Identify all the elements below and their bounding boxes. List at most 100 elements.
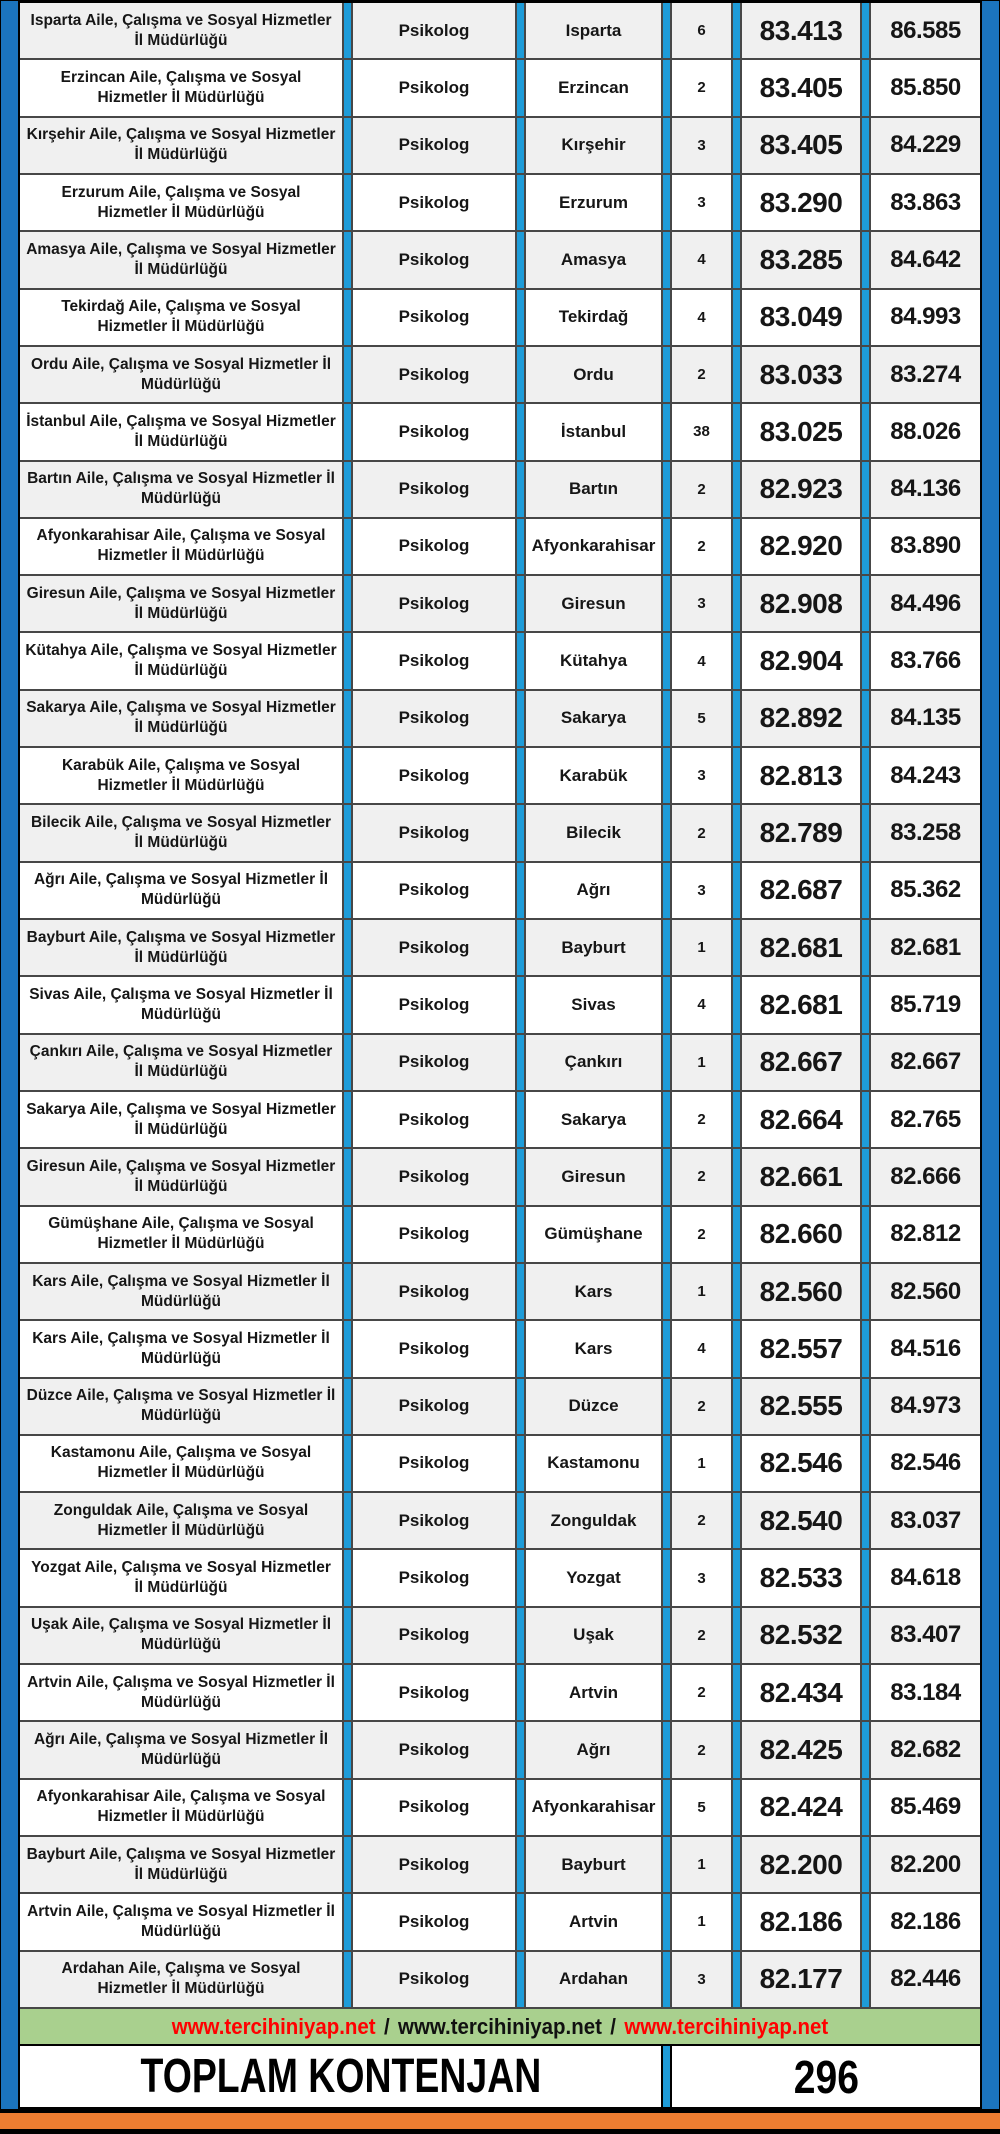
total-quota-value: 296 [793, 2050, 859, 2103]
table-row: Ordu Aile, Çalışma ve Sosyal Hizmetler İ… [20, 346, 980, 405]
min-score-cell: 83.413 [742, 3, 860, 59]
min-score-cell: 82.434 [742, 1665, 860, 1721]
column-divider [860, 1837, 871, 1893]
column-divider [515, 1493, 526, 1549]
column-divider [342, 862, 353, 918]
institution-cell: Sakarya Aile, Çalışma ve Sosyal Hizmetle… [20, 1091, 342, 1148]
institution-cell: Sakarya Aile, Çalışma ve Sosyal Hizmetle… [20, 690, 342, 747]
column-divider [342, 1493, 353, 1549]
min-score-cell: 82.200 [742, 1837, 860, 1893]
quota-cell: 5 [672, 1779, 731, 1835]
institution-cell: Ağrı Aile, Çalışma ve Sosyal Hizmetler İ… [20, 1722, 342, 1778]
quota-cell: 3 [672, 174, 731, 231]
max-score-cell: 85.469 [871, 1779, 980, 1835]
position-cell: Psikolog [353, 3, 515, 59]
province-cell: Tekirdağ [526, 289, 661, 345]
max-score-cell: 83.037 [871, 1493, 980, 1549]
institution-cell: Amasya Aile, Çalışma ve Sosyal Hizmetler… [20, 232, 342, 288]
province-cell: Düzce [526, 1378, 661, 1434]
max-score-cell: 83.258 [871, 805, 980, 861]
quota-cell: 4 [672, 289, 731, 345]
position-cell: Psikolog [353, 174, 515, 231]
province-cell: Karabük [526, 748, 661, 804]
province-cell: Ardahan [526, 1951, 661, 2007]
max-score-cell: 83.274 [871, 346, 980, 403]
column-divider [515, 1951, 526, 2007]
position-cell: Psikolog [353, 1149, 515, 1205]
min-score-cell: 82.555 [742, 1378, 860, 1434]
column-divider [661, 117, 672, 173]
column-divider [661, 805, 672, 861]
column-divider [661, 1951, 672, 2007]
province-cell: Kastamonu [526, 1435, 661, 1492]
position-cell: Psikolog [353, 920, 515, 976]
column-divider [860, 1263, 871, 1320]
column-divider [661, 1894, 672, 1950]
position-cell: Psikolog [353, 1607, 515, 1664]
province-cell: Sivas [526, 977, 661, 1033]
province-cell: Bartın [526, 461, 661, 517]
column-divider [342, 289, 353, 345]
quota-cell: 2 [672, 518, 731, 575]
quota-cell: 3 [672, 862, 731, 918]
column-divider [731, 576, 742, 632]
column-divider [342, 1607, 353, 1664]
position-cell: Psikolog [353, 60, 515, 116]
quota-cell: 2 [672, 1493, 731, 1549]
position-cell: Psikolog [353, 518, 515, 575]
quota-cell: 1 [672, 1435, 731, 1492]
min-score-cell: 82.557 [742, 1321, 860, 1377]
table-row: Giresun Aile, Çalışma ve Sosyal Hizmetle… [20, 1149, 980, 1207]
province-cell: Kırşehir [526, 117, 661, 173]
max-score-cell: 82.682 [871, 1722, 980, 1778]
quota-cell: 3 [672, 1951, 731, 2007]
column-divider [860, 1435, 871, 1492]
position-cell: Psikolog [353, 1034, 515, 1090]
institution-cell: Bayburt Aile, Çalışma ve Sosyal Hizmetle… [20, 1837, 342, 1893]
institution-cell: Bilecik Aile, Çalışma ve Sosyal Hizmetle… [20, 805, 342, 861]
total-value-cell: 296 [672, 2046, 980, 2107]
column-divider [731, 1951, 742, 2007]
column-divider [661, 232, 672, 288]
column-divider [515, 1091, 526, 1148]
province-cell: Afyonkarahisar [526, 1779, 661, 1835]
institution-cell: Düzce Aile, Çalışma ve Sosyal Hizmetler … [20, 1378, 342, 1434]
max-score-cell: 84.229 [871, 117, 980, 173]
table-row: Kütahya Aile, Çalışma ve Sosyal Hizmetle… [20, 633, 980, 691]
column-divider [860, 862, 871, 918]
column-divider [860, 1607, 871, 1664]
column-divider [342, 60, 353, 116]
table-row: Sakarya Aile, Çalışma ve Sosyal Hizmetle… [20, 1091, 980, 1150]
website-url-3: www.tercihiniyap.net [624, 2013, 829, 2039]
institution-cell: Uşak Aile, Çalışma ve Sosyal Hizmetler İ… [20, 1607, 342, 1664]
table-row: Artvin Aile, Çalışma ve Sosyal Hizmetler… [20, 1665, 980, 1723]
column-divider [515, 60, 526, 116]
min-score-cell: 82.813 [742, 748, 860, 804]
column-divider [731, 518, 742, 575]
quota-cell: 2 [672, 1206, 731, 1262]
quota-cell: 4 [672, 633, 731, 689]
column-divider [661, 346, 672, 403]
position-cell: Psikolog [353, 289, 515, 345]
institution-cell: Kars Aile, Çalışma ve Sosyal Hizmetler İ… [20, 1321, 342, 1377]
column-divider [731, 1321, 742, 1377]
position-cell: Psikolog [353, 1894, 515, 1950]
position-cell: Psikolog [353, 805, 515, 861]
quota-cell: 38 [672, 404, 731, 460]
column-divider [661, 690, 672, 747]
max-score-cell: 86.585 [871, 3, 980, 59]
column-divider [515, 518, 526, 575]
max-score-cell: 85.850 [871, 60, 980, 116]
column-divider [342, 1837, 353, 1893]
province-cell: Erzurum [526, 174, 661, 231]
institution-cell: Afyonkarahisar Aile, Çalışma ve Sosyal H… [20, 1779, 342, 1835]
institution-cell: Bartın Aile, Çalışma ve Sosyal Hizmetler… [20, 461, 342, 517]
province-cell: Uşak [526, 1607, 661, 1664]
column-divider [515, 1722, 526, 1778]
table-row: Tekirdağ Aile, Çalışma ve Sosyal Hizmetl… [20, 289, 980, 347]
max-score-cell: 84.618 [871, 1550, 980, 1606]
table-row: İstanbul Aile, Çalışma ve Sosyal Hizmetl… [20, 404, 980, 462]
table-row: Ağrı Aile, Çalışma ve Sosyal Hizmetler İ… [20, 1722, 980, 1780]
column-divider [342, 1034, 353, 1090]
table-row: Bartın Aile, Çalışma ve Sosyal Hizmetler… [20, 461, 980, 519]
